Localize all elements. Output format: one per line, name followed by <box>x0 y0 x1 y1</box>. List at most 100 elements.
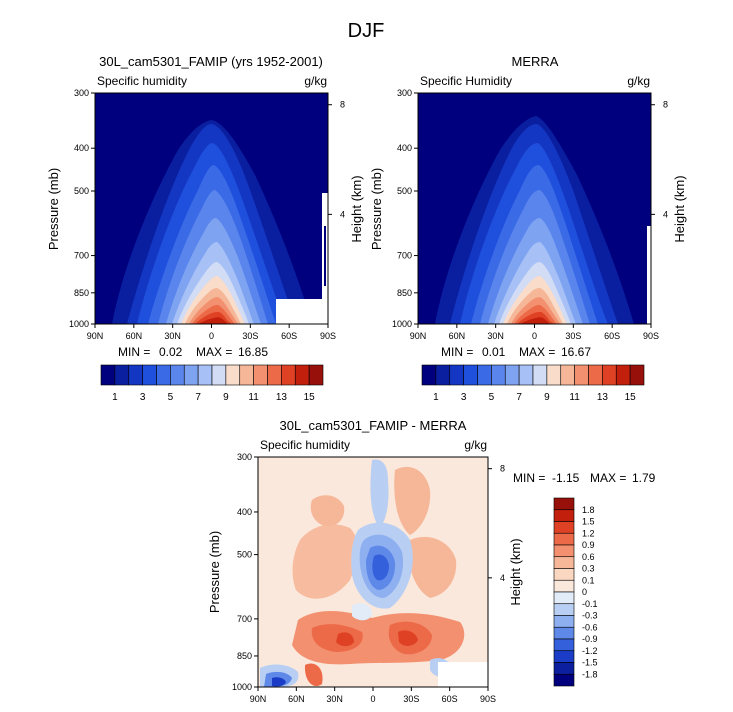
height-axis-ticks: 84 <box>651 100 668 219</box>
colorbar-label: 13 <box>276 392 288 403</box>
min-max-readout: MIN = 0.02 MAX = 16.85 <box>118 345 268 359</box>
colorbar-box <box>553 509 575 522</box>
x-tick-label: 90N <box>410 331 427 341</box>
colorbar-box <box>253 364 268 386</box>
height-axis-ticks: 84 <box>328 100 345 219</box>
colorbar: 1 3 5 7 9 11 13 15 <box>100 364 324 403</box>
height-axis-label: Height (km) <box>672 175 687 242</box>
y-tick-label: 400 <box>74 143 89 153</box>
figure-title: DJF <box>348 20 385 42</box>
colorbar-box <box>553 532 575 546</box>
colorbar-label: 1.2 <box>582 528 595 538</box>
colorbar-box <box>553 579 575 593</box>
colorbar-label: 1 <box>433 392 439 403</box>
colorbar-box <box>532 364 548 386</box>
colorbar-label: -1.8 <box>582 669 598 679</box>
x-tick-label: 30N <box>326 694 343 704</box>
x-tick-label: 30N <box>164 331 181 341</box>
colorbar-box <box>553 556 575 569</box>
x-tick-label: 30S <box>403 694 419 704</box>
colorbar-box <box>553 638 575 652</box>
colorbar-label: 0 <box>582 587 587 597</box>
y-tick-label: 1000 <box>232 682 252 692</box>
colorbar-label: 1.8 <box>582 505 595 515</box>
colorbar-label: 7 <box>195 392 201 403</box>
colorbar-label: 1 <box>112 392 118 403</box>
height-tick-label: 8 <box>500 464 505 474</box>
colorbar-box <box>553 521 575 534</box>
height-tick-label: 4 <box>500 573 505 583</box>
min-label: MIN = <box>441 345 473 359</box>
colorbar-label: 11 <box>248 392 259 403</box>
colorbar-box <box>463 364 478 386</box>
contour-field <box>418 93 651 324</box>
variable-label: Specific Humidity <box>420 74 512 88</box>
colorbar-label: 0.3 <box>582 564 595 574</box>
x-tick-label: 60S <box>442 694 458 704</box>
x-tick-label: 90S <box>480 694 496 704</box>
y-tick-label: 300 <box>237 452 252 462</box>
colorbar-box <box>114 364 130 386</box>
y-tick-label: 300 <box>397 88 412 98</box>
min-label: MIN = <box>513 471 545 485</box>
colorbar-label: -0.6 <box>582 622 598 632</box>
max-value: 16.67 <box>561 345 591 359</box>
min-value: 0.01 <box>482 345 506 359</box>
min-max-readout: MIN = 0.01 MAX = 16.67 <box>441 345 591 359</box>
y-tick-label: 700 <box>74 251 89 261</box>
colorbar-box <box>553 591 575 605</box>
colorbar-label: 9 <box>544 392 550 403</box>
colorbar-box <box>553 603 575 616</box>
x-tick-label: 0 <box>532 331 537 341</box>
height-tick-label: 4 <box>663 209 668 219</box>
colorbar-label: 1.5 <box>582 517 595 527</box>
height-tick-label: 4 <box>340 209 345 219</box>
colorbar-box <box>504 364 520 386</box>
y-tick-label: 700 <box>397 251 412 261</box>
x-tick-label: 0 <box>370 694 375 704</box>
y-axis-ticks: 300 400 500 700 850 1000 <box>232 452 258 692</box>
colorbar-label: 3 <box>461 392 467 403</box>
units-label: g/kg <box>304 74 327 88</box>
panel-title: 30L_cam5301_FAMIP - MERRA <box>280 418 467 433</box>
variable-label: Specific humidity <box>97 74 187 88</box>
colorbar-label: 7 <box>516 392 522 403</box>
colorbar-box <box>421 364 437 386</box>
panel-difference: 30L_cam5301_FAMIP - MERRA Specific humid… <box>207 418 656 704</box>
colorbar-box <box>553 650 575 663</box>
colorbar-box <box>142 364 157 386</box>
max-label: MAX = <box>196 345 232 359</box>
y-tick-label: 500 <box>237 550 252 560</box>
x-tick-label: 60S <box>604 331 620 341</box>
y-tick-label: 300 <box>74 88 89 98</box>
colorbar-box <box>100 364 116 386</box>
x-tick-label: 30N <box>487 331 504 341</box>
colorbar-label: -0.1 <box>582 599 598 609</box>
height-tick-label: 8 <box>340 100 345 110</box>
missing-data-region <box>647 226 651 324</box>
colorbar-label: 5 <box>168 392 174 403</box>
colorbar-label: 0.6 <box>582 552 595 562</box>
colorbar-box <box>546 364 562 386</box>
colorbar-box <box>449 364 464 386</box>
colorbar-box <box>211 364 227 386</box>
colorbar-box <box>225 364 241 386</box>
colorbar-box <box>553 615 575 628</box>
y-tick-label: 850 <box>74 288 89 298</box>
max-value: 1.79 <box>632 471 656 485</box>
colorbar-box <box>308 364 324 386</box>
x-axis-ticks: 90N 60N 30N 0 30S 60S 90S <box>87 324 336 341</box>
colorbar-box <box>477 364 492 386</box>
colorbar: 1 3 5 7 9 11 13 15 <box>421 364 645 403</box>
missing-data-region <box>438 662 488 687</box>
y-tick-label: 1000 <box>392 319 412 329</box>
colorbar-box <box>602 364 617 386</box>
colorbar-label: 0.1 <box>582 575 595 585</box>
y-tick-label: 700 <box>237 614 252 624</box>
x-tick-label: 90N <box>87 331 104 341</box>
units-label: g/kg <box>464 438 487 452</box>
max-label: MAX = <box>519 345 555 359</box>
x-axis-ticks: 90N 60N 30N 0 30S 60S 90S <box>250 687 496 704</box>
height-tick-label: 8 <box>663 100 668 110</box>
